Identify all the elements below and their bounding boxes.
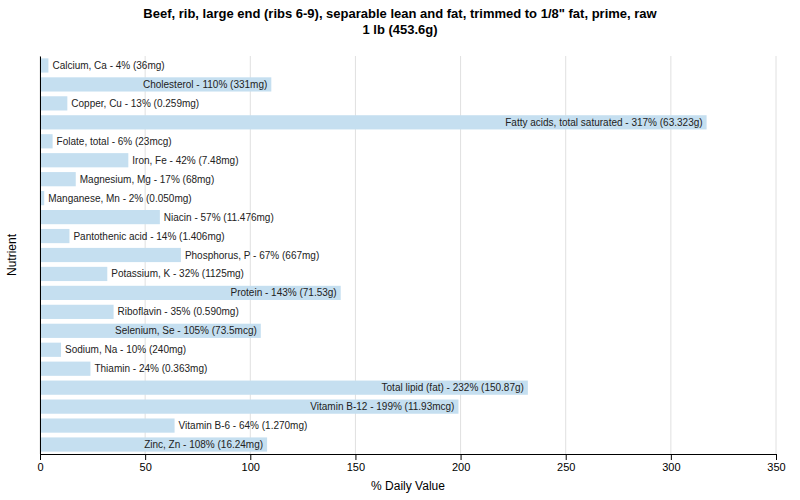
x-axis-title: % Daily Value: [371, 479, 445, 493]
title-line: Beef, rib, large end (ribs 6-9), separab…: [143, 6, 657, 21]
bar-label: Iron, Fe - 42% (7.48mg): [132, 155, 238, 166]
bar-labels: Calcium, Ca - 4% (36mg) Cholesterol - 110…: [48, 60, 702, 450]
bar-label: Selenium, Se - 105% (73.5mcg): [115, 325, 257, 336]
bar: [40, 248, 181, 262]
bar: [40, 134, 53, 148]
bar-label: Magnesium, Mg - 17% (68mg): [80, 174, 215, 185]
title: Beef, rib, large end (ribs 6-9), separab…: [143, 6, 657, 37]
x-tick-label: 50: [140, 461, 152, 473]
bar: [40, 418, 175, 432]
bar: [40, 172, 76, 186]
plot-area: Calcium, Ca - 4% (36mg) Cholesterol - 110…: [37, 56, 785, 473]
x-tick-mark: [671, 454, 672, 460]
bar: [40, 437, 267, 451]
x-axis: 0 50 100 150 200 250 300 350: [37, 454, 785, 473]
bar-label: Total lipid (fat) - 232% (150.87g): [382, 382, 524, 393]
bar: [40, 267, 107, 281]
x-tick-label: 100: [242, 461, 260, 473]
x-tick-label: 300: [662, 461, 680, 473]
bar-label: Phosphorus, P - 67% (667mg): [185, 250, 319, 261]
x-tick: 0: [37, 454, 43, 473]
x-tick-mark: [40, 454, 41, 460]
x-tick-label: 200: [452, 461, 470, 473]
bars: [40, 58, 707, 451]
x-tick: 50: [140, 454, 152, 473]
bar: [40, 153, 128, 167]
x-tick-label: 250: [557, 461, 575, 473]
bar: [40, 58, 48, 72]
y-axis-title: Nutrient: [5, 233, 19, 276]
x-tick-label: 350: [767, 461, 785, 473]
bar-label: Fatty acids, total saturated - 317% (63.…: [505, 117, 702, 128]
y-axis: [40, 57, 41, 455]
y-axis-line: [40, 57, 41, 455]
bar-label: Calcium, Ca - 4% (36mg): [52, 60, 164, 71]
grid-line: [776, 56, 777, 454]
bar-label: Niacin - 57% (11.476mg): [164, 212, 274, 223]
x-tick: 300: [662, 454, 680, 473]
x-tick-mark: [355, 454, 356, 460]
x-tick-label: 150: [347, 461, 365, 473]
bar-label: Vitamin B-6 - 64% (1.270mg): [179, 420, 308, 431]
bar: [40, 381, 528, 395]
x-tick-mark: [250, 454, 251, 460]
x-tick: 100: [242, 454, 260, 473]
bar: [40, 286, 341, 300]
bar-label: Folate, total - 6% (23mcg): [57, 136, 172, 147]
x-tick-mark: [566, 454, 567, 460]
x-tick: 150: [347, 454, 365, 473]
bar: [40, 77, 271, 91]
grid: [40, 56, 776, 454]
bar: [40, 96, 67, 110]
x-tick-mark: [461, 454, 462, 460]
bar-label: Manganese, Mn - 2% (0.050mg): [48, 193, 191, 204]
bar: [40, 324, 261, 338]
title-line: 1 lb (453.6g): [362, 22, 437, 37]
bar-label: Pantothenic acid - 14% (1.406mg): [73, 231, 224, 242]
x-axis-line: [41, 455, 777, 461]
chart: Calcium, Ca - 4% (36mg) Cholesterol - 110…: [0, 0, 800, 500]
bar-label: Thiamin - 24% (0.363mg): [94, 363, 207, 374]
bar-label: Protein - 143% (71.53g): [231, 287, 337, 298]
bar-label: Potassium, K - 32% (1125mg): [111, 268, 244, 279]
x-tick-label: 0: [37, 461, 43, 473]
bar: [40, 343, 61, 357]
x-tick: 350: [767, 454, 785, 473]
bar: [40, 210, 160, 224]
bar: [40, 305, 114, 319]
x-tick-mark: [145, 454, 146, 460]
x-tick: 250: [557, 454, 575, 473]
grid-line: [40, 56, 41, 454]
bar-label: Zinc, Zn - 108% (16.24mg): [144, 439, 263, 450]
bar: [40, 115, 707, 129]
bar-label: Cholesterol - 110% (331mg): [143, 79, 267, 90]
x-tick: 200: [452, 454, 470, 473]
bar-label: Riboflavin - 35% (0.590mg): [118, 306, 239, 317]
bar-label: Vitamin B-12 - 199% (11.93mcg): [310, 401, 454, 412]
bar: [40, 362, 90, 376]
bar: [40, 400, 458, 414]
x-tick-mark: [776, 454, 777, 460]
bar-label: Copper, Cu - 13% (0.259mg): [71, 98, 199, 109]
bar: [40, 229, 69, 243]
bar-label: Sodium, Na - 10% (240mg): [65, 344, 186, 355]
